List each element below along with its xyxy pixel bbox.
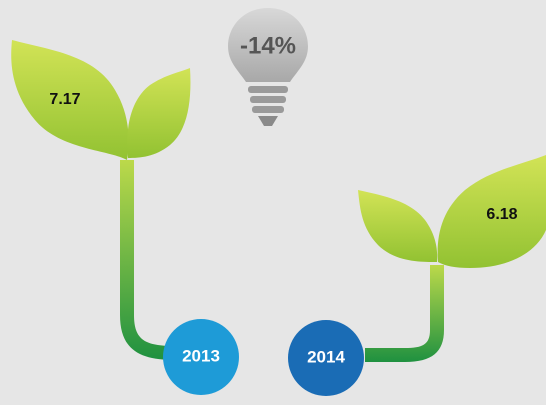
value-label: 7.17 [49,91,80,108]
plant-2013 [11,40,239,395]
infographic: -14% 7.17 2013 6.18 2014 [0,0,546,405]
year-label: 2014 [307,347,345,366]
year-label: 2013 [182,346,220,365]
badge-text: -14% [240,32,296,59]
value-label: 6.18 [486,206,517,223]
bulb-icon [228,8,308,126]
